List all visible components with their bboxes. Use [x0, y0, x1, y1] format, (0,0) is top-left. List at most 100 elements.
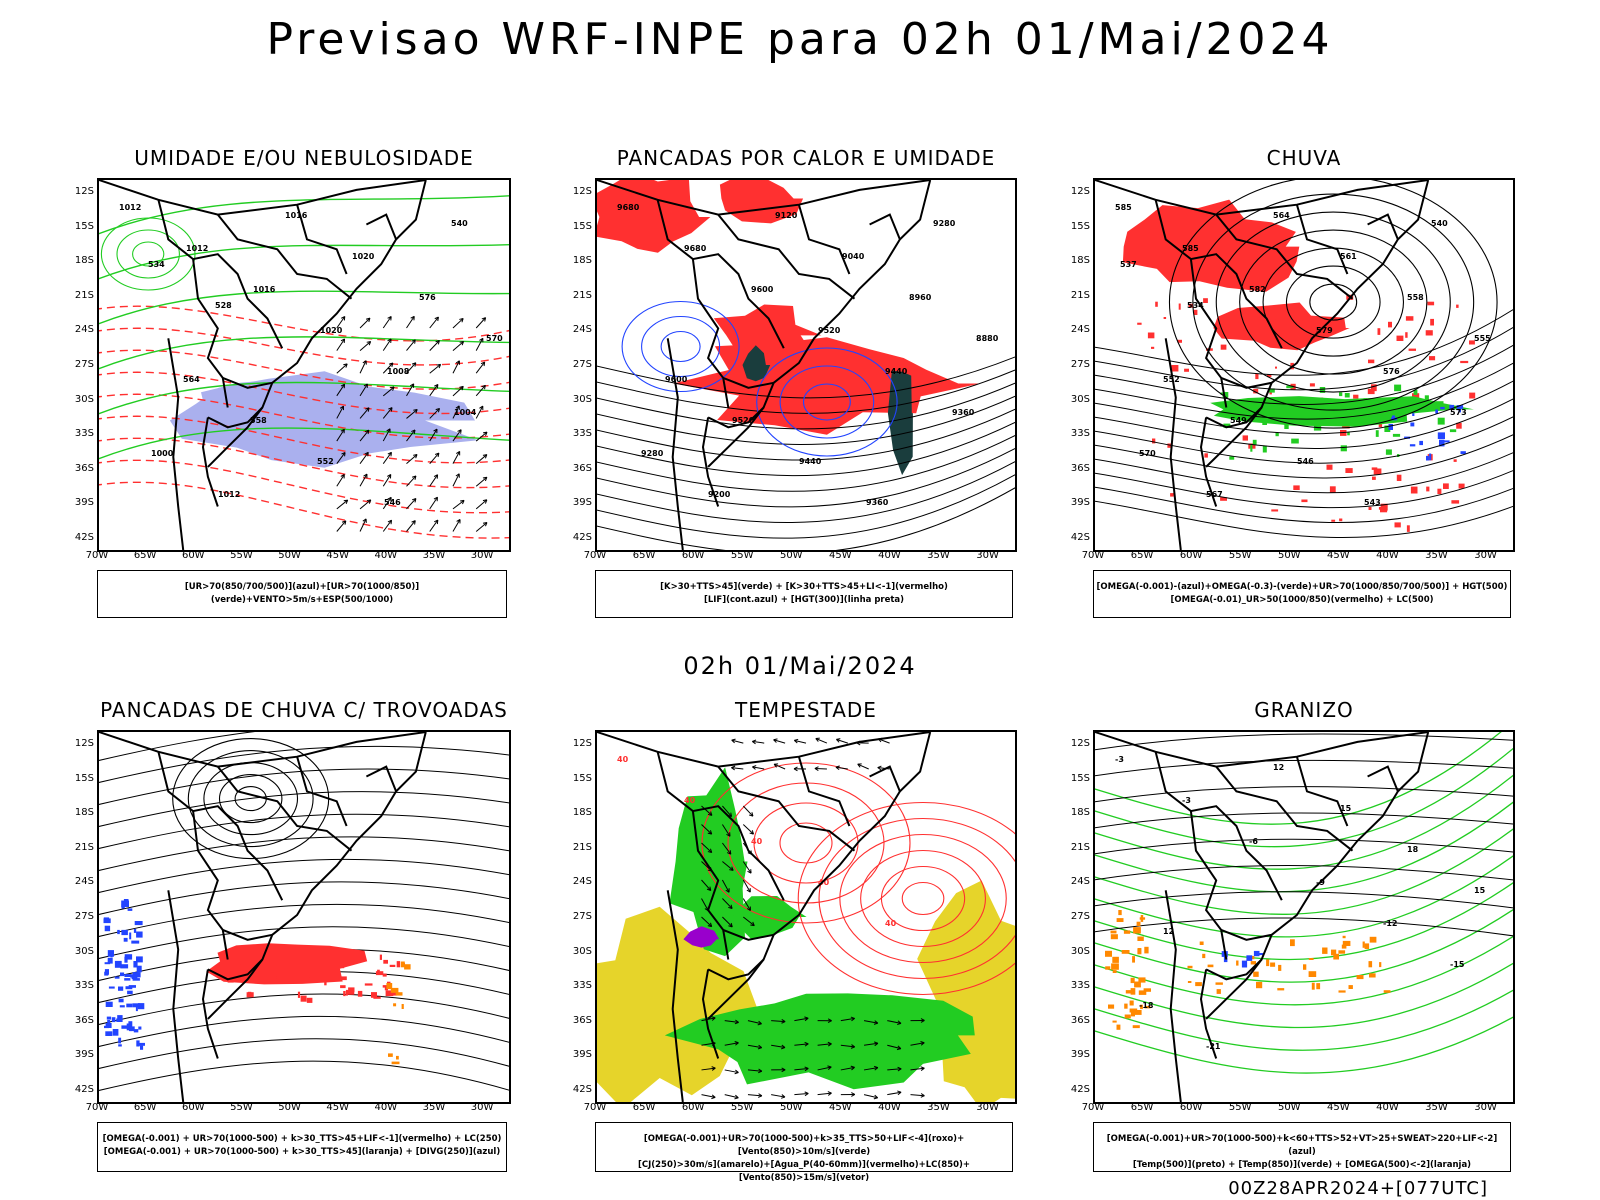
omega-red-speckle — [1429, 356, 1436, 361]
wind-vector-head — [707, 922, 713, 928]
wind850-vector — [724, 1069, 739, 1074]
longitude-tick-label: 40W — [1376, 1102, 1399, 1113]
wind850-vector — [817, 1043, 832, 1046]
contour-line — [99, 836, 509, 871]
wind-vector-head — [729, 866, 734, 871]
wind-vector-head — [433, 428, 438, 434]
wind-vector — [429, 340, 440, 351]
wind850-vector — [722, 805, 732, 817]
convective-red-speckle — [382, 973, 387, 977]
legend-line: [UR>70(850/700/500)](azul)+[UR>70(1000/8… — [184, 582, 420, 605]
omega-blue-speckle — [1429, 453, 1432, 461]
latitude-tick-label: 15S — [1070, 220, 1090, 232]
longitude-tick-label: 35W — [422, 550, 446, 561]
wind-vector-head — [410, 315, 415, 321]
contour-line — [1095, 759, 1513, 777]
wind-vector-head — [460, 499, 465, 505]
wind-vector-head — [340, 383, 346, 389]
wind850-vector — [794, 1017, 809, 1022]
wind-vector-head — [827, 1065, 832, 1070]
latitude-tick-label: 33S — [1070, 428, 1090, 440]
wind-vector-head — [388, 407, 393, 412]
divergence-blue-speckle — [130, 1026, 135, 1032]
contour-value-label: 9280 — [933, 219, 956, 228]
wind-vector-head — [773, 763, 779, 768]
latitude-tick-label: 30S — [572, 393, 592, 405]
contour-value-label: -3 — [1115, 755, 1124, 764]
convective-red-speckle — [306, 997, 313, 1003]
longitude-tick-label: 65W — [632, 550, 656, 561]
divergence-blue-speckle — [133, 1029, 139, 1033]
divergence-blue-speckle — [120, 972, 125, 977]
divergence-blue-speckle — [133, 928, 137, 933]
omega-red-speckle — [1394, 522, 1401, 528]
latitude-tick-label: 36S — [1070, 1014, 1090, 1026]
latitude-tick-label: 15S — [572, 772, 592, 784]
convective-red-speckle — [373, 996, 381, 999]
wind-vector — [452, 519, 461, 532]
wind-vector-head — [804, 1041, 809, 1047]
wind850-vector — [701, 824, 713, 835]
wind-vector-head — [386, 473, 392, 479]
wind-vector-head — [455, 405, 460, 410]
omega-red-speckle — [1204, 453, 1208, 458]
contour-value-label: 1012 — [119, 203, 141, 212]
omega-green-speckle — [1220, 392, 1224, 395]
wind850-vector — [863, 1094, 878, 1099]
wind850-vector — [742, 824, 754, 835]
omega500-orange-speckle — [1383, 990, 1391, 993]
map-canvas: 9680 9680 9600 9520 9440 9360 9280 9200 9120 9040… — [597, 180, 1015, 550]
contour-line — [597, 356, 1015, 399]
omega-red-speckle — [1396, 474, 1402, 481]
country-border — [99, 732, 426, 768]
latitude-tick-label: 21S — [572, 289, 592, 301]
precip-water-contour — [818, 817, 1015, 980]
wind850-vector — [887, 1091, 902, 1096]
omega-red-speckle — [1271, 509, 1279, 512]
divergence-blue-speckle — [108, 986, 115, 989]
omega-blue-speckle — [1412, 413, 1415, 416]
omega-red-speckle — [1380, 509, 1388, 513]
wind850-vector — [722, 916, 733, 928]
latitude-tick-label: 36S — [572, 462, 592, 474]
wind850-vector — [747, 1044, 762, 1049]
country-border — [666, 890, 684, 1102]
omega500-orange-speckle — [1356, 975, 1364, 980]
omega500-orange-speckle — [1112, 956, 1119, 963]
omega-green-speckle — [1345, 415, 1352, 422]
divergence-blue-speckle — [117, 929, 120, 935]
wind-vector-head — [726, 832, 731, 837]
contour-value-label: 543 — [1364, 498, 1381, 507]
omega-red-speckle — [1456, 304, 1459, 308]
panel-legend-5: [OMEGA(-0.001)+UR>70(1000-500)+k>35_TTS>… — [595, 1122, 1013, 1183]
latitude-tick-label: 24S — [74, 324, 94, 336]
mid-time-label: 02h 01/Mai/2024 — [683, 652, 917, 680]
omega500-orange-speckle — [1308, 971, 1317, 977]
contour-value-label: 540 — [1431, 219, 1448, 228]
wind-vector-head — [362, 360, 367, 365]
wind-vector — [475, 431, 488, 442]
humidity-area — [201, 379, 379, 444]
wind-vector-head — [411, 362, 417, 367]
contour-value-label: 15 — [1474, 886, 1486, 895]
contour-line — [1095, 786, 1513, 803]
contour-line — [99, 732, 256, 761]
divergence-blue-speckle — [121, 904, 125, 909]
omega500-orange-speckle — [1338, 990, 1346, 993]
contour-value-label: 9360 — [952, 408, 975, 417]
wind-vector-head — [873, 1041, 879, 1047]
legend-line: [OMEGA(-0.001)-(azul)+OMEGA(-0.3)-(verde… — [1096, 582, 1508, 592]
wind-vector-head — [363, 383, 368, 388]
latitude-tick-label: 15S — [74, 220, 94, 232]
contour-value-label: 546 — [1297, 457, 1314, 466]
contour-line — [99, 881, 509, 915]
latitude-tick-label: 24S — [1070, 876, 1090, 888]
wind850-vector — [794, 739, 807, 744]
convective-red-speckle — [390, 991, 397, 996]
orange-speckle — [400, 961, 405, 968]
wind850-vector — [771, 1020, 786, 1023]
country-border — [1199, 969, 1218, 1059]
omega-green-speckle — [1347, 432, 1350, 436]
contour-line — [99, 371, 509, 415]
omega-red-speckle — [1326, 464, 1333, 470]
